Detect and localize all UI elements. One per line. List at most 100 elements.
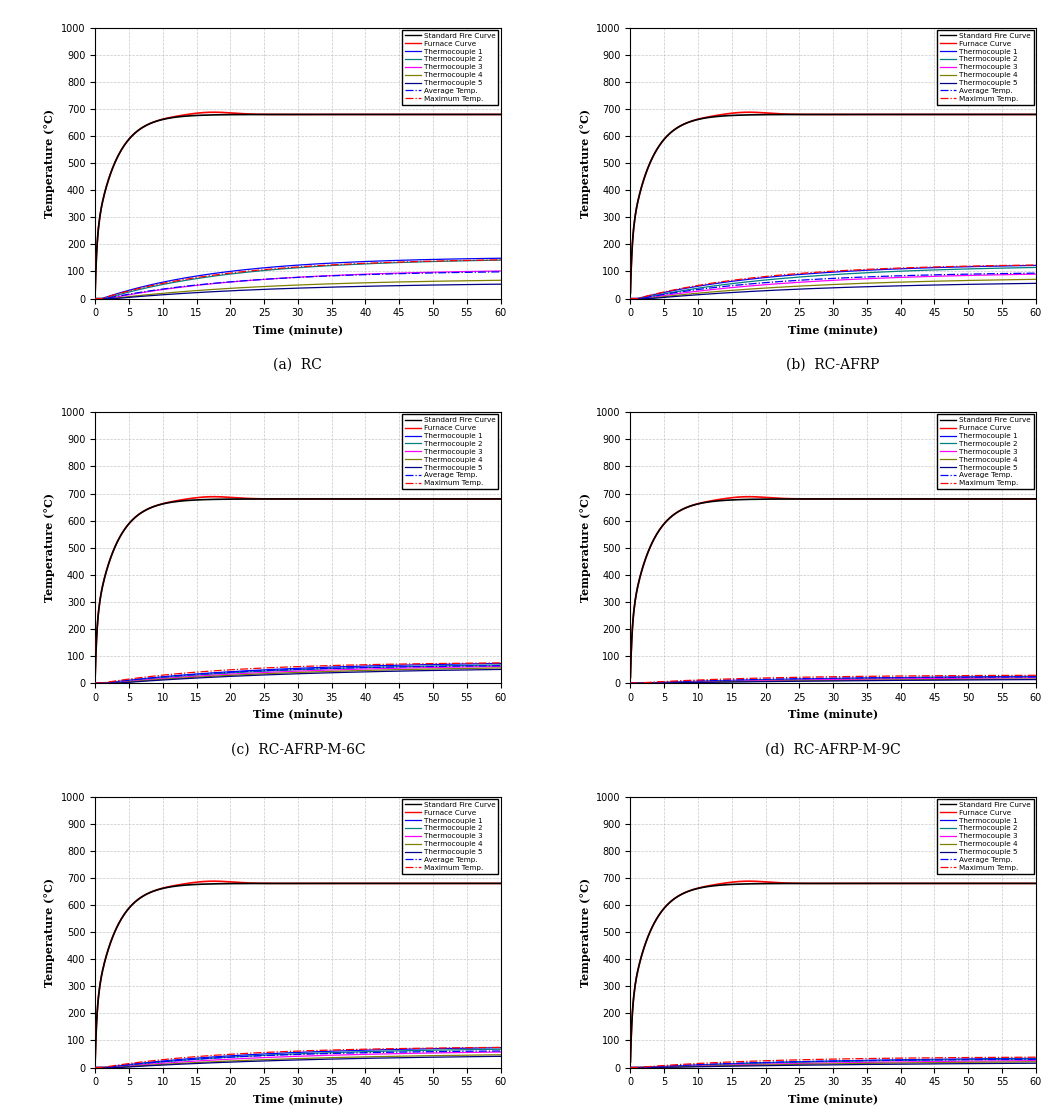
Furnace Curve: [1030, 108, 1042, 121]
Thermocouple 3: [273, 665, 285, 678]
Average Temp.: [161, 1054, 173, 1068]
X-axis label: Time (minute): Time (minute): [789, 324, 878, 335]
Average Temp.: [808, 272, 820, 286]
Thermocouple 3: [1030, 672, 1042, 685]
Thermocouple 2: [193, 1052, 206, 1065]
Furnace Curve: [809, 876, 821, 890]
Text: (c)  RC-AFRP-M-6C: (c) RC-AFRP-M-6C: [230, 743, 365, 756]
Thermocouple 3: [89, 676, 101, 689]
Thermocouple 5: [895, 674, 908, 687]
Maximum Temp.: [1030, 1051, 1042, 1064]
Thermocouple 1: [193, 269, 206, 282]
Average Temp.: [1030, 267, 1042, 280]
Line: Furnace Curve: Furnace Curve: [630, 497, 1036, 677]
Maximum Temp.: [728, 672, 741, 685]
Thermocouple 4: [394, 1050, 407, 1063]
Standard Fire Curve: [193, 493, 206, 506]
Thermocouple 5: [895, 1058, 908, 1071]
Standard Fire Curve: [895, 493, 908, 506]
Maximum Temp.: [161, 668, 173, 682]
Thermocouple 5: [895, 279, 908, 292]
Maximum Temp.: [328, 1043, 340, 1056]
Furnace Curve: [930, 493, 943, 506]
Thermocouple 2: [863, 1054, 875, 1068]
Thermocouple 1: [1030, 259, 1042, 272]
X-axis label: Time (minute): Time (minute): [253, 708, 342, 719]
Average Temp.: [929, 1053, 942, 1066]
Thermocouple 5: [1030, 1056, 1042, 1070]
Thermocouple 1: [394, 254, 407, 267]
Thermocouple 4: [929, 673, 942, 686]
Thermocouple 5: [1030, 277, 1042, 290]
Thermocouple 3: [193, 669, 206, 683]
Standard Fire Curve: [624, 287, 636, 300]
Thermocouple 2: [929, 671, 942, 684]
Thermocouple 1: [863, 672, 875, 685]
Thermocouple 1: [624, 676, 636, 689]
Maximum Temp.: [359, 257, 372, 270]
Thermocouple 3: [808, 1056, 820, 1070]
Furnace Curve: [273, 493, 285, 506]
Thermocouple 3: [863, 673, 875, 686]
Thermocouple 1: [696, 1059, 708, 1072]
Standard Fire Curve: [161, 112, 173, 126]
Line: Thermocouple 5: Thermocouple 5: [630, 1063, 1036, 1068]
Thermocouple 4: [161, 673, 173, 686]
Thermocouple 4: [193, 671, 206, 684]
Thermocouple 5: [696, 288, 708, 301]
Maximum Temp.: [808, 671, 820, 684]
Line: Thermocouple 3: Thermocouple 3: [95, 666, 501, 683]
Maximum Temp.: [863, 262, 875, 276]
Standard Fire Curve: [328, 108, 340, 121]
Thermocouple 5: [929, 278, 942, 291]
Thermocouple 5: [863, 674, 875, 687]
Average Temp.: [359, 268, 372, 281]
Average Temp.: [495, 659, 507, 673]
Thermocouple 2: [359, 257, 372, 270]
Thermocouple 5: [863, 280, 875, 294]
Average Temp.: [161, 281, 173, 295]
Furnace Curve: [624, 671, 636, 684]
Maximum Temp.: [808, 1053, 820, 1066]
Thermocouple 4: [495, 662, 507, 675]
Thermocouple 1: [193, 667, 206, 681]
Line: Maximum Temp.: Maximum Temp.: [95, 663, 501, 683]
Line: Average Temp.: Average Temp.: [95, 666, 501, 683]
Standard Fire Curve: [696, 496, 708, 509]
Thermocouple 5: [624, 676, 636, 689]
Average Temp.: [929, 268, 942, 281]
Thermocouple 3: [728, 1059, 741, 1072]
Thermocouple 1: [728, 674, 741, 687]
Thermocouple 1: [328, 1044, 340, 1058]
Thermocouple 3: [161, 1056, 173, 1070]
Standard Fire Curve: [696, 112, 708, 126]
Average Temp.: [1030, 671, 1042, 684]
Thermocouple 3: [495, 1045, 507, 1059]
Thermocouple 1: [808, 267, 820, 280]
Thermocouple 3: [273, 1051, 285, 1064]
Y-axis label: Temperature (°C): Temperature (°C): [579, 877, 591, 986]
Thermocouple 4: [1030, 673, 1042, 686]
Maximum Temp.: [193, 270, 206, 284]
Thermocouple 4: [359, 276, 372, 289]
Thermocouple 5: [193, 1056, 206, 1070]
Line: Standard Fire Curve: Standard Fire Curve: [630, 499, 1036, 677]
Thermocouple 3: [161, 672, 173, 685]
Thermocouple 5: [328, 1052, 340, 1065]
Line: Thermocouple 3: Thermocouple 3: [95, 1052, 501, 1068]
Average Temp.: [394, 1045, 407, 1059]
Average Temp.: [728, 673, 741, 686]
Thermocouple 1: [696, 675, 708, 688]
Thermocouple 4: [624, 291, 636, 305]
Line: Maximum Temp.: Maximum Temp.: [95, 260, 501, 298]
Thermocouple 2: [495, 254, 507, 267]
Line: Thermocouple 4: Thermocouple 4: [95, 1055, 501, 1068]
Furnace Curve: [1030, 876, 1042, 890]
Furnace Curve: [728, 875, 741, 888]
Maximum Temp.: [394, 657, 407, 671]
Thermocouple 4: [863, 277, 875, 290]
Thermocouple 1: [495, 1041, 507, 1054]
Average Temp.: [359, 661, 372, 674]
Furnace Curve: [696, 496, 708, 509]
Line: Thermocouple 1: Thermocouple 1: [630, 1059, 1036, 1068]
